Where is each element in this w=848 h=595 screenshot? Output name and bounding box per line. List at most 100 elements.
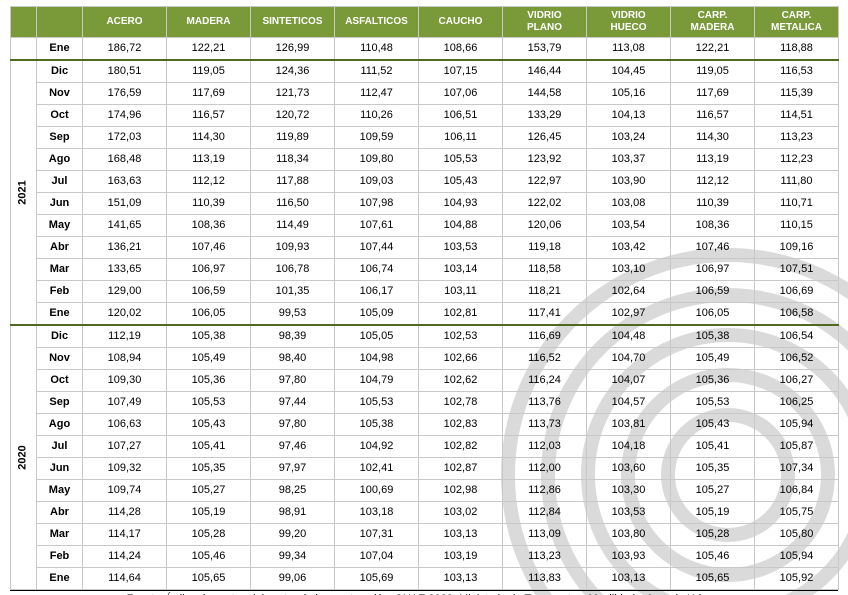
table-row: Oct174,96116,57120,72110,26106,51133,291… bbox=[11, 105, 839, 127]
cell-caucho: 106,51 bbox=[419, 105, 503, 127]
cell-sinteticos: 117,88 bbox=[251, 171, 335, 193]
cell-madera: 117,69 bbox=[167, 83, 251, 105]
cell-sinteticos: 120,72 bbox=[251, 105, 335, 127]
cell-caucho: 102,87 bbox=[419, 458, 503, 480]
cell-madera: 108,36 bbox=[167, 215, 251, 237]
cell-acero: 114,17 bbox=[83, 524, 167, 546]
cell-cmetalica: 107,51 bbox=[755, 259, 839, 281]
month-label: Jun bbox=[37, 458, 83, 480]
cell-madera: 107,46 bbox=[167, 237, 251, 259]
month-label: May bbox=[37, 480, 83, 502]
cell-caucho: 103,13 bbox=[419, 568, 503, 590]
cell-cmetalica: 105,80 bbox=[755, 524, 839, 546]
cell-sinteticos: 99,34 bbox=[251, 546, 335, 568]
cell-vhueco: 103,08 bbox=[587, 193, 671, 215]
cell-acero: 168,48 bbox=[83, 149, 167, 171]
cell-acero: 109,30 bbox=[83, 370, 167, 392]
cell-madera: 105,35 bbox=[167, 458, 251, 480]
cell-madera: 105,53 bbox=[167, 392, 251, 414]
cell-sinteticos: 97,46 bbox=[251, 436, 335, 458]
cell-asfalticos: 104,79 bbox=[335, 370, 419, 392]
cell-vhueco: 103,30 bbox=[587, 480, 671, 502]
cell-cmetalica: 106,54 bbox=[755, 325, 839, 348]
cell-asfalticos: 112,47 bbox=[335, 83, 419, 105]
month-label: Jul bbox=[37, 171, 83, 193]
cell-acero: 141,65 bbox=[83, 215, 167, 237]
cell-caucho: 108,66 bbox=[419, 38, 503, 61]
cell-acero: 151,09 bbox=[83, 193, 167, 215]
cell-asfalticos: 102,41 bbox=[335, 458, 419, 480]
month-label: Nov bbox=[37, 83, 83, 105]
cell-madera: 105,36 bbox=[167, 370, 251, 392]
cell-cmetalica: 105,75 bbox=[755, 502, 839, 524]
cell-vhueco: 103,54 bbox=[587, 215, 671, 237]
cell-madera: 106,97 bbox=[167, 259, 251, 281]
month-label: Ene bbox=[37, 38, 83, 61]
cell-cmadera: 105,49 bbox=[671, 348, 755, 370]
cell-madera: 105,49 bbox=[167, 348, 251, 370]
cell-vplano: 126,45 bbox=[503, 127, 587, 149]
table-row: Feb114,24105,4699,34107,04103,19113,2310… bbox=[11, 546, 839, 568]
cell-sinteticos: 116,50 bbox=[251, 193, 335, 215]
cell-asfalticos: 107,98 bbox=[335, 193, 419, 215]
cell-cmadera: 112,12 bbox=[671, 171, 755, 193]
table-row: Ago106,63105,4397,80105,38102,83113,7310… bbox=[11, 414, 839, 436]
cell-cmadera: 105,41 bbox=[671, 436, 755, 458]
month-label: Jun bbox=[37, 193, 83, 215]
cell-caucho: 105,53 bbox=[419, 149, 503, 171]
cell-vhueco: 104,07 bbox=[587, 370, 671, 392]
cell-cmetalica: 110,71 bbox=[755, 193, 839, 215]
cell-acero: 136,21 bbox=[83, 237, 167, 259]
cell-asfalticos: 107,44 bbox=[335, 237, 419, 259]
cell-cmadera: 116,57 bbox=[671, 105, 755, 127]
cell-vhueco: 103,10 bbox=[587, 259, 671, 281]
table-row: Sep172,03114,30119,89109,59106,11126,451… bbox=[11, 127, 839, 149]
cell-asfalticos: 109,59 bbox=[335, 127, 419, 149]
cell-vplano: 112,00 bbox=[503, 458, 587, 480]
cell-sinteticos: 98,91 bbox=[251, 502, 335, 524]
cell-cmadera: 105,27 bbox=[671, 480, 755, 502]
cell-madera: 119,05 bbox=[167, 60, 251, 83]
cell-cmetalica: 107,34 bbox=[755, 458, 839, 480]
cell-caucho: 102,53 bbox=[419, 325, 503, 348]
cell-vhueco: 104,18 bbox=[587, 436, 671, 458]
cell-cmadera: 105,35 bbox=[671, 458, 755, 480]
cell-sinteticos: 99,53 bbox=[251, 303, 335, 326]
cell-cmadera: 105,36 bbox=[671, 370, 755, 392]
cell-vplano: 144,58 bbox=[503, 83, 587, 105]
cell-caucho: 103,02 bbox=[419, 502, 503, 524]
cell-caucho: 103,13 bbox=[419, 524, 503, 546]
cell-cmadera: 106,05 bbox=[671, 303, 755, 326]
cell-vplano: 119,18 bbox=[503, 237, 587, 259]
cell-cmadera: 117,69 bbox=[671, 83, 755, 105]
month-label: Feb bbox=[37, 281, 83, 303]
cell-caucho: 102,66 bbox=[419, 348, 503, 370]
header-acero: ACERO bbox=[83, 7, 167, 38]
cell-vplano: 117,41 bbox=[503, 303, 587, 326]
table-row: Jul163,63112,12117,88109,03105,43122,971… bbox=[11, 171, 839, 193]
cell-acero: 120,02 bbox=[83, 303, 167, 326]
cell-sinteticos: 98,25 bbox=[251, 480, 335, 502]
cell-acero: 180,51 bbox=[83, 60, 167, 83]
cell-madera: 110,39 bbox=[167, 193, 251, 215]
cell-sinteticos: 97,97 bbox=[251, 458, 335, 480]
cell-asfalticos: 109,03 bbox=[335, 171, 419, 193]
cell-vhueco: 103,37 bbox=[587, 149, 671, 171]
table-row: May109,74105,2798,25100,69102,98112,8610… bbox=[11, 480, 839, 502]
cell-sinteticos: 97,80 bbox=[251, 370, 335, 392]
cell-sinteticos: 119,89 bbox=[251, 127, 335, 149]
cell-madera: 122,21 bbox=[167, 38, 251, 61]
table-row: Jul107,27105,4197,46104,92102,82112,0310… bbox=[11, 436, 839, 458]
cell-madera: 106,05 bbox=[167, 303, 251, 326]
cell-acero: 109,32 bbox=[83, 458, 167, 480]
cell-asfalticos: 110,26 bbox=[335, 105, 419, 127]
cell-caucho: 102,83 bbox=[419, 414, 503, 436]
cell-acero: 106,63 bbox=[83, 414, 167, 436]
table-row: Abr136,21107,46109,93107,44103,53119,181… bbox=[11, 237, 839, 259]
cell-cmadera: 105,19 bbox=[671, 502, 755, 524]
cell-vplano: 113,76 bbox=[503, 392, 587, 414]
cell-caucho: 107,06 bbox=[419, 83, 503, 105]
month-label: Feb bbox=[37, 546, 83, 568]
cell-caucho: 104,93 bbox=[419, 193, 503, 215]
cell-asfalticos: 110,48 bbox=[335, 38, 419, 61]
